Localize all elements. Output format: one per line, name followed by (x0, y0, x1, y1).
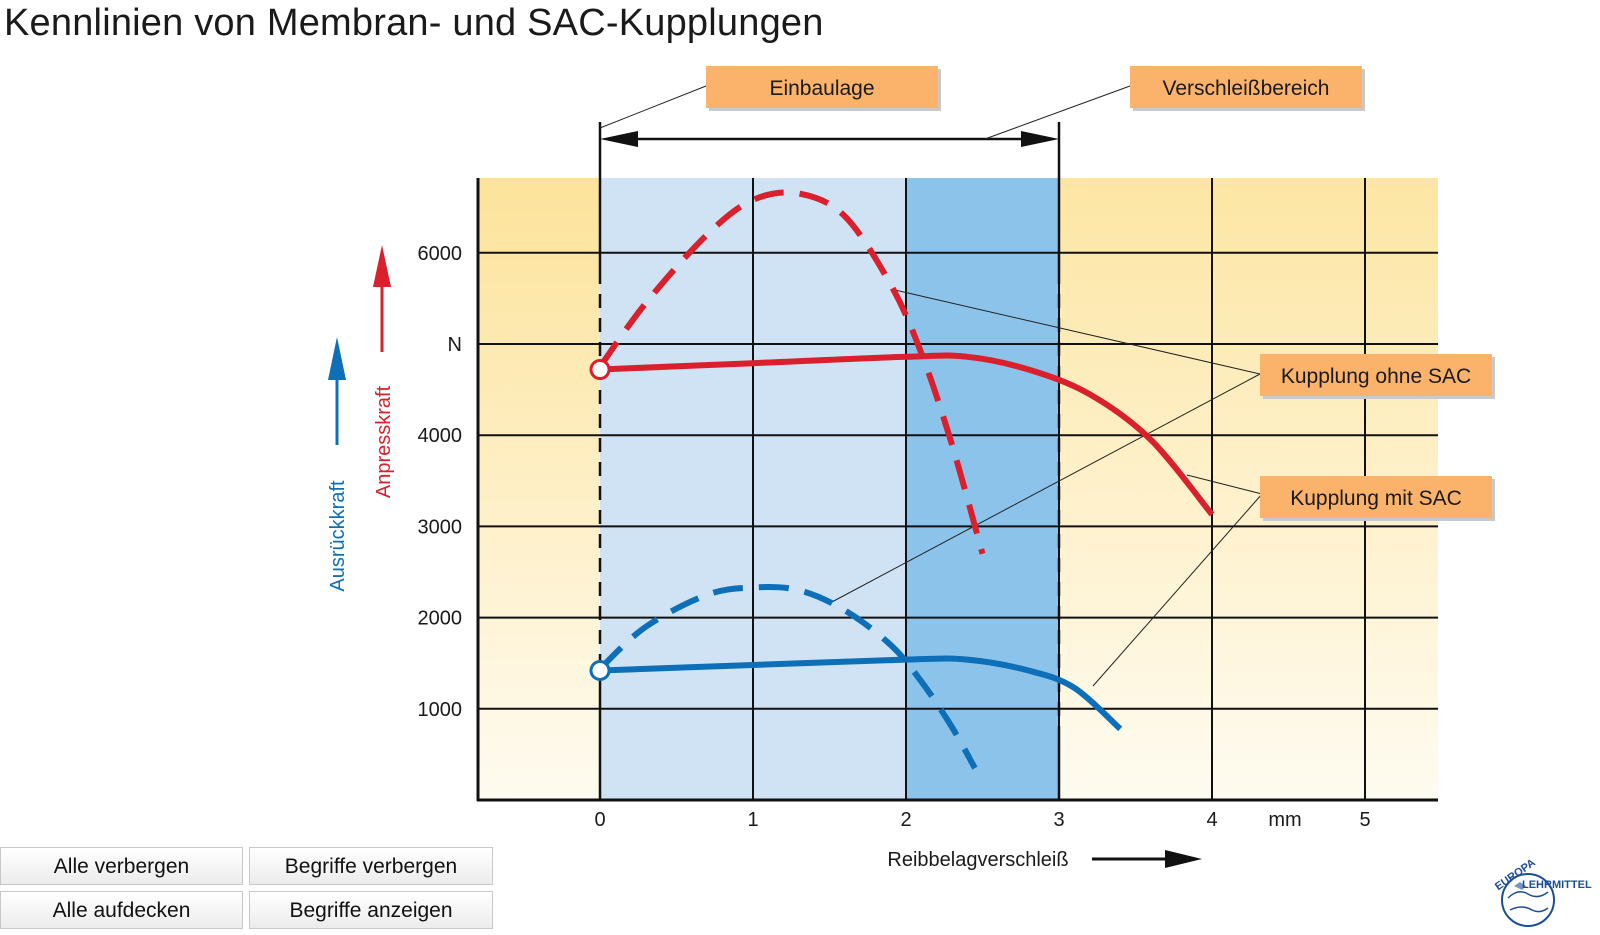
zone-before (478, 178, 600, 800)
chart-axes (476, 178, 1438, 802)
label-text: Einbaulage (769, 77, 874, 100)
chart-zones (478, 178, 1438, 800)
label-box (1130, 66, 1362, 108)
chart-tick-labels: 0 1 2 3 4 5 mm 1000 2000 3000 4000 6000 N Reibbelagve… (327, 131, 1371, 871)
y-unit-label: N (448, 334, 462, 356)
dimension-arrow-left (600, 131, 638, 147)
alle-verbergen-button[interactable]: Alle verbergen (0, 847, 243, 885)
start-point-red (589, 359, 611, 381)
zone-verschleissbereich (906, 178, 1059, 800)
label-text: Kupplung mit SAC (1290, 487, 1462, 510)
series-line-red-dashed (597, 189, 986, 555)
x-axis-label: Reibbelagverschleiß (887, 849, 1068, 871)
label-text: Verschleißbereich (1163, 77, 1330, 100)
series-line-blue-solid (599, 655, 1123, 732)
x-unit-label: mm (1268, 809, 1301, 831)
x-tick-label: 0 (594, 809, 605, 831)
annotation-leader-lines (599, 85, 1263, 687)
europa-lehrmittel-logo: EUROPA LEHRMITTEL (1493, 858, 1592, 927)
alle-aufdecken-button[interactable]: Alle aufdecken (0, 891, 243, 929)
x-tick-label: 3 (1053, 809, 1064, 831)
label-kupplung-mit-sac: Kupplung mit SAC (1260, 476, 1495, 521)
leader-line (894, 289, 1261, 375)
label-kupplung-ohne-sac: Kupplung ohne SAC (1260, 354, 1495, 399)
leader-line (1186, 474, 1263, 495)
leader-line (984, 85, 1131, 140)
y-arrow-red-head (373, 245, 391, 287)
chart-annotations: Einbaulage Verschleißbereich Kupplung ohne… (706, 66, 1495, 521)
y-axis-label-blue: Ausrückkraft (327, 480, 349, 592)
y-arrow-blue-head (328, 337, 346, 380)
begriffe-anzeigen-button[interactable]: Begriffe anzeigen (249, 891, 493, 929)
start-point-blue (589, 659, 611, 681)
x-tick-label: 5 (1359, 809, 1370, 831)
label-verschleissbereich: Verschleißbereich (1130, 66, 1365, 111)
leader-line (1092, 493, 1263, 687)
y-tick-label: 2000 (418, 608, 463, 630)
y-tick-label: 4000 (418, 425, 463, 447)
page-title: Kennlinien von Membran- und SAC-Kupplung… (4, 2, 824, 44)
y-tick-label: 1000 (418, 699, 463, 721)
y-tick-label: 6000 (418, 243, 463, 265)
series-line-red-solid (599, 352, 1215, 517)
label-box (1260, 476, 1492, 518)
y-axis-label-red: Anpresskraft (373, 385, 395, 498)
label-box (1260, 354, 1492, 396)
logo-text-lehrmittel: LEHRMITTEL (1522, 879, 1592, 891)
label-einbaulage: Einbaulage (706, 66, 941, 111)
x-tick-label: 4 (1206, 809, 1217, 831)
leader-line (599, 85, 707, 129)
y-tick-label: 3000 (418, 516, 463, 538)
x-tick-label: 1 (747, 809, 758, 831)
label-box (706, 66, 938, 108)
x-axis-arrow-head (1165, 850, 1202, 868)
leader-line (829, 373, 1261, 604)
chart-series (589, 189, 1215, 770)
series-line-blue-dashed (597, 584, 978, 770)
chart-grid (478, 122, 1438, 800)
label-text: Kupplung ohne SAC (1281, 365, 1471, 388)
begriffe-verbergen-button[interactable]: Begriffe verbergen (249, 847, 493, 885)
x-tick-label: 2 (900, 809, 911, 831)
dimension-arrow-right (1021, 131, 1059, 147)
